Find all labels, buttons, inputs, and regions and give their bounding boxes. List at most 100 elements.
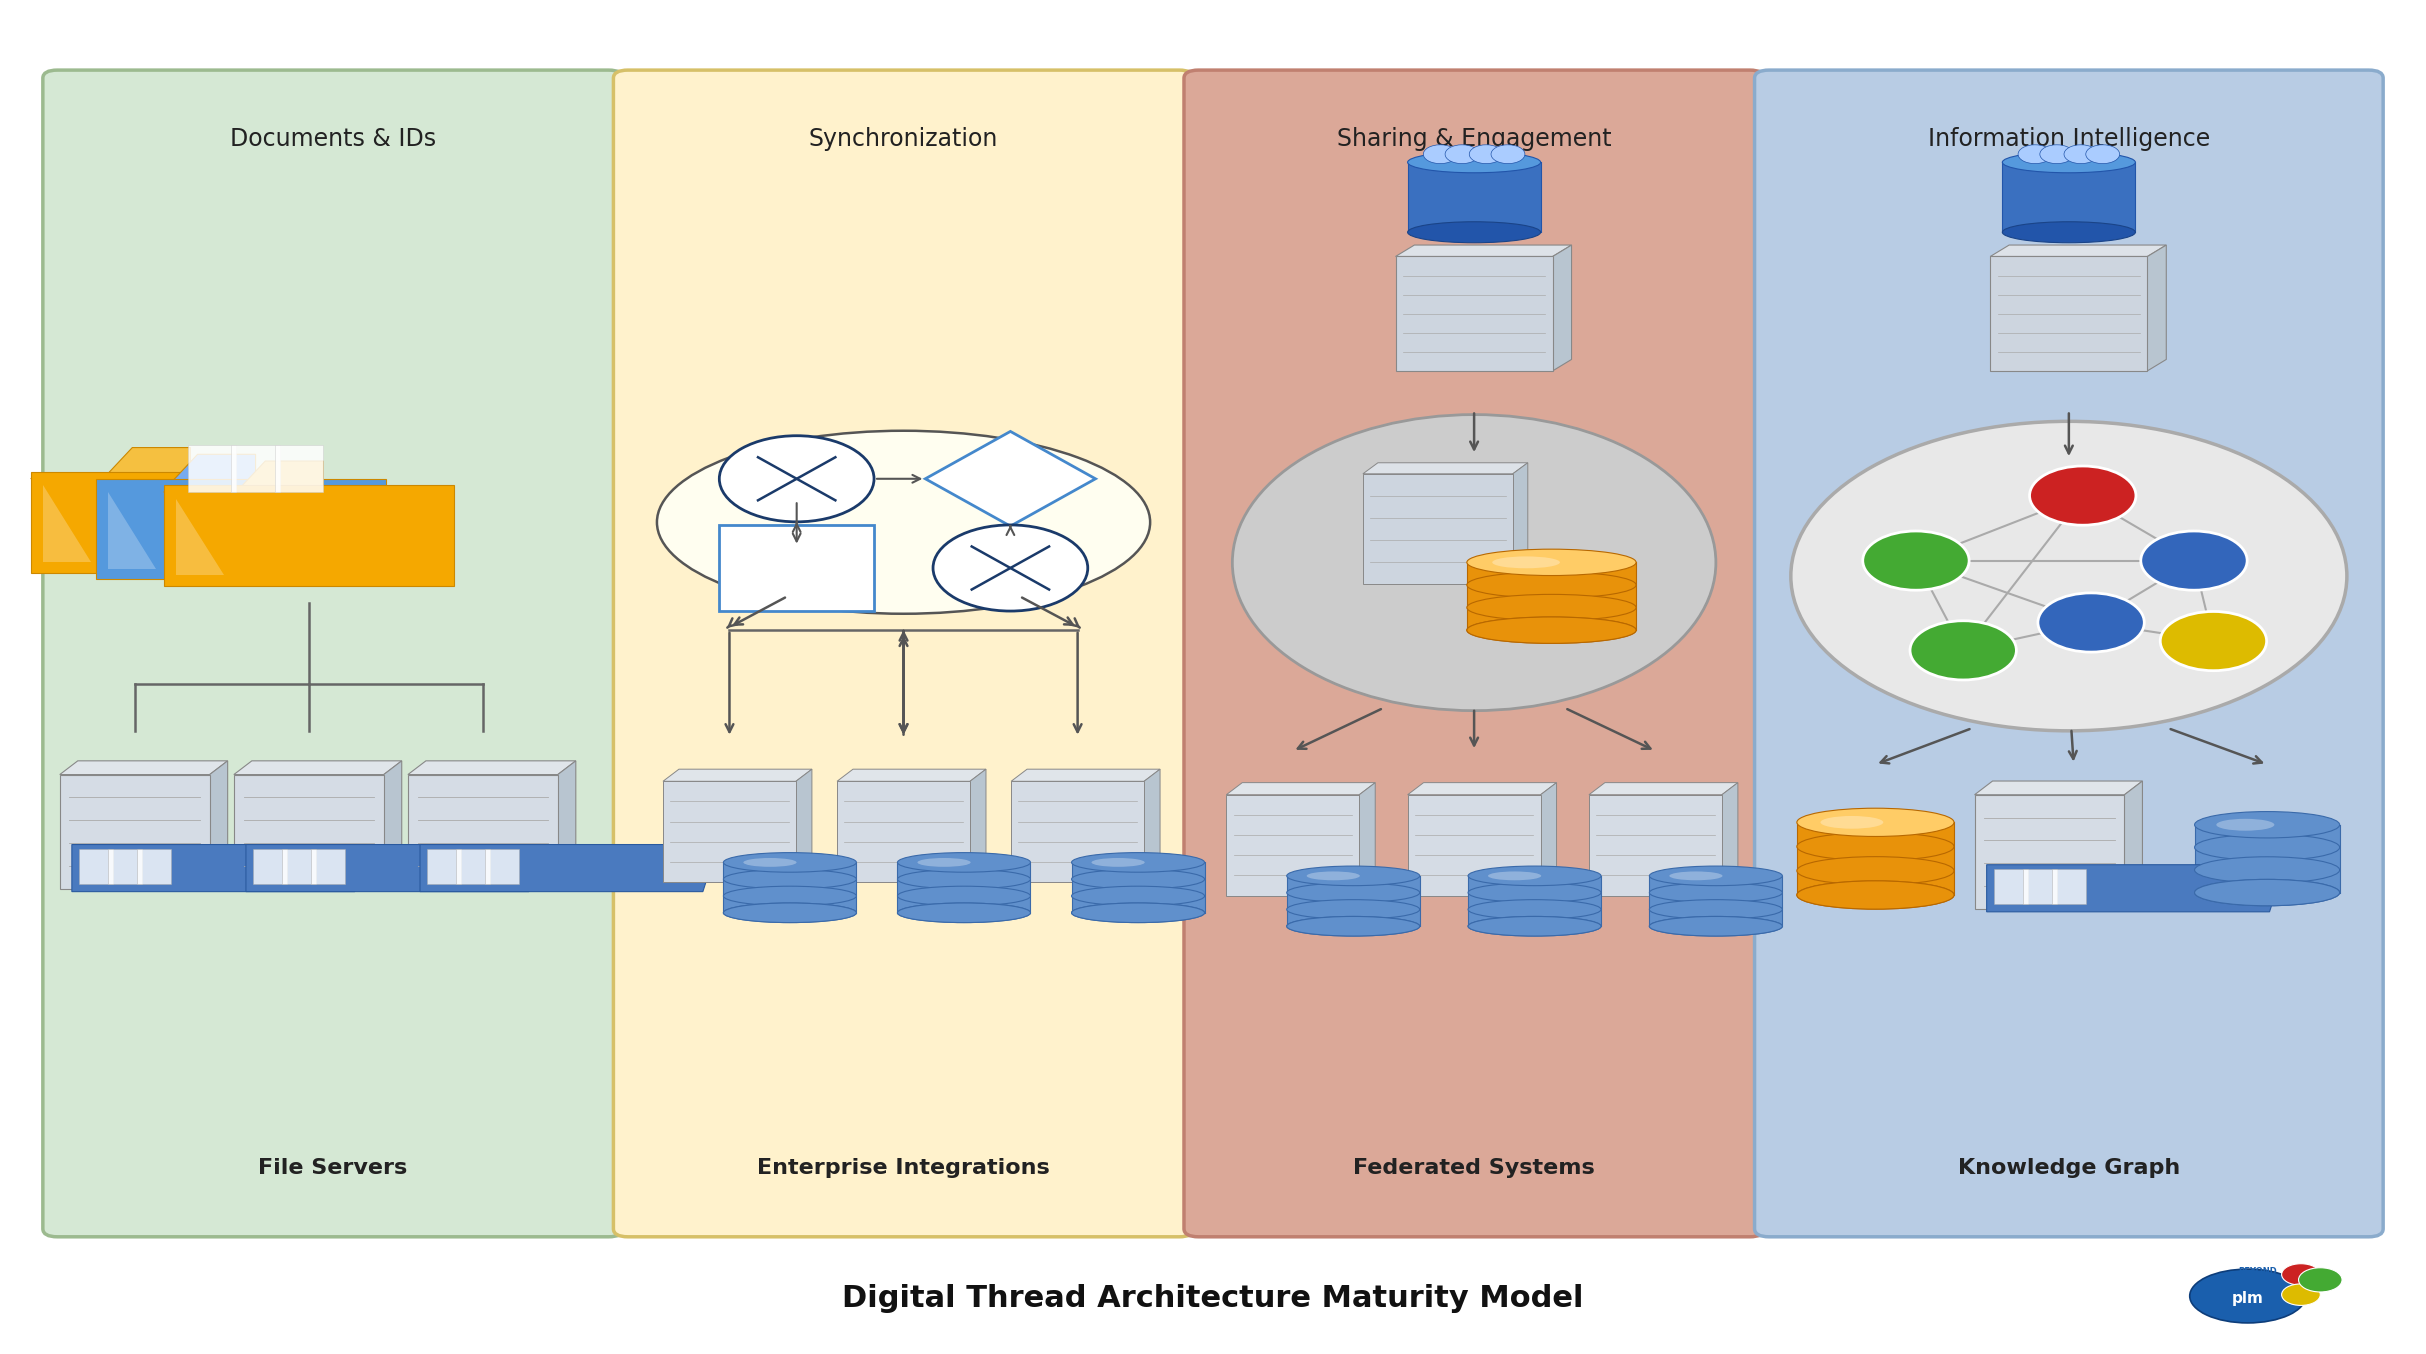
Text: Documents & IDs: Documents & IDs — [230, 127, 437, 150]
Polygon shape — [1589, 783, 1737, 795]
Polygon shape — [1072, 862, 1206, 879]
Ellipse shape — [1286, 867, 1419, 886]
Ellipse shape — [1286, 899, 1419, 919]
Polygon shape — [1363, 463, 1528, 474]
Circle shape — [934, 525, 1087, 611]
Ellipse shape — [898, 887, 1031, 906]
Ellipse shape — [2196, 879, 2339, 906]
Ellipse shape — [1468, 883, 1601, 903]
FancyBboxPatch shape — [614, 70, 1194, 1236]
Polygon shape — [80, 849, 114, 884]
Polygon shape — [44, 485, 92, 562]
Text: Sharing & Engagement: Sharing & Engagement — [1337, 127, 1611, 150]
Polygon shape — [662, 769, 813, 781]
Polygon shape — [898, 896, 1031, 913]
Polygon shape — [1650, 876, 1783, 892]
Polygon shape — [1012, 769, 1160, 781]
Ellipse shape — [2196, 811, 2339, 838]
Polygon shape — [1994, 869, 2028, 903]
Polygon shape — [1468, 608, 1635, 630]
Polygon shape — [1012, 781, 1145, 883]
Polygon shape — [427, 849, 461, 884]
Polygon shape — [1286, 910, 1419, 926]
Ellipse shape — [1232, 414, 1715, 711]
Polygon shape — [109, 849, 143, 884]
Polygon shape — [1072, 879, 1206, 896]
Ellipse shape — [657, 431, 1150, 613]
Ellipse shape — [1468, 917, 1601, 936]
Ellipse shape — [1669, 872, 1722, 880]
Text: File Servers: File Servers — [257, 1158, 408, 1178]
Circle shape — [1446, 145, 1480, 164]
Ellipse shape — [1468, 550, 1635, 575]
Polygon shape — [163, 460, 323, 492]
Ellipse shape — [1286, 883, 1419, 903]
Ellipse shape — [723, 853, 856, 872]
Ellipse shape — [723, 887, 856, 906]
Polygon shape — [1468, 910, 1601, 926]
Polygon shape — [1359, 783, 1376, 895]
Ellipse shape — [1820, 816, 1883, 829]
Ellipse shape — [2191, 1269, 2305, 1323]
Circle shape — [2031, 466, 2135, 525]
Polygon shape — [274, 445, 323, 492]
Ellipse shape — [723, 903, 856, 922]
Polygon shape — [2023, 869, 2057, 903]
Ellipse shape — [898, 903, 1031, 922]
FancyBboxPatch shape — [44, 70, 623, 1236]
Polygon shape — [1407, 795, 1541, 895]
Circle shape — [721, 436, 873, 521]
Text: Federated Systems: Federated Systems — [1354, 1158, 1594, 1178]
Polygon shape — [233, 774, 383, 890]
Ellipse shape — [1468, 867, 1601, 886]
Polygon shape — [898, 879, 1031, 896]
Ellipse shape — [1468, 571, 1635, 598]
Polygon shape — [2125, 781, 2142, 909]
Polygon shape — [1987, 865, 2280, 911]
Ellipse shape — [1308, 872, 1361, 880]
Polygon shape — [485, 849, 519, 884]
Polygon shape — [1514, 463, 1528, 584]
Polygon shape — [233, 761, 403, 774]
Ellipse shape — [1468, 617, 1635, 643]
Ellipse shape — [1650, 867, 1783, 886]
Polygon shape — [32, 471, 320, 573]
Ellipse shape — [898, 903, 1031, 922]
Ellipse shape — [1072, 903, 1206, 922]
Polygon shape — [2196, 871, 2339, 892]
Polygon shape — [1798, 846, 1953, 871]
Polygon shape — [1395, 256, 1553, 371]
Polygon shape — [252, 849, 286, 884]
Ellipse shape — [898, 869, 1031, 890]
Polygon shape — [1407, 162, 1541, 233]
Polygon shape — [209, 761, 228, 890]
Polygon shape — [281, 849, 315, 884]
Ellipse shape — [723, 869, 856, 890]
Polygon shape — [408, 761, 575, 774]
Ellipse shape — [1468, 617, 1635, 643]
Ellipse shape — [2217, 819, 2273, 831]
Polygon shape — [1975, 795, 2125, 909]
Polygon shape — [2147, 245, 2166, 371]
Circle shape — [1492, 145, 1526, 164]
Ellipse shape — [1798, 808, 1953, 837]
Polygon shape — [1722, 783, 1737, 895]
Polygon shape — [1975, 781, 2142, 795]
Circle shape — [1909, 620, 2016, 680]
Polygon shape — [924, 432, 1097, 527]
Polygon shape — [61, 761, 228, 774]
Polygon shape — [109, 492, 158, 569]
Polygon shape — [723, 896, 856, 913]
Polygon shape — [97, 478, 386, 580]
Polygon shape — [32, 448, 189, 478]
Polygon shape — [1589, 795, 1722, 895]
Polygon shape — [245, 845, 541, 892]
Polygon shape — [1395, 245, 1572, 256]
Ellipse shape — [1072, 903, 1206, 922]
Text: BEYOND: BEYOND — [2239, 1267, 2278, 1277]
Text: Information Intelligence: Information Intelligence — [1929, 127, 2210, 150]
Polygon shape — [2196, 848, 2339, 871]
Circle shape — [2140, 531, 2246, 590]
Circle shape — [2040, 145, 2074, 164]
Polygon shape — [970, 769, 985, 883]
